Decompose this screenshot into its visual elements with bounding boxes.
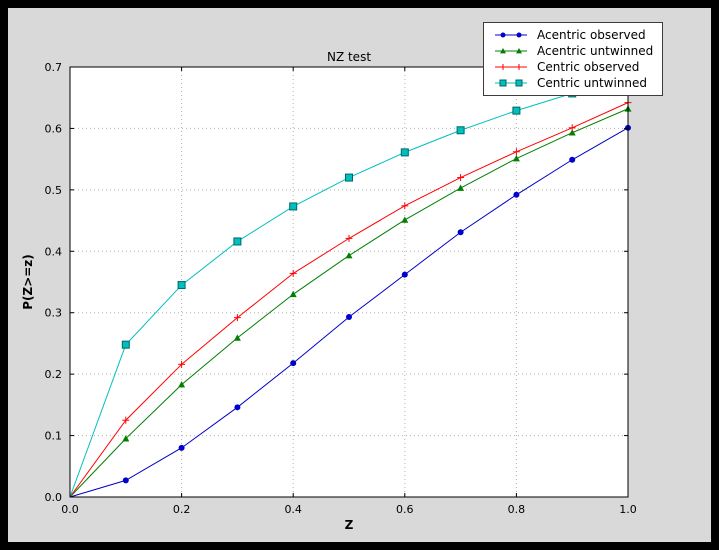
legend-label: Centric observed xyxy=(537,60,640,74)
legend-sample-centric-untwinned xyxy=(493,76,529,90)
svg-text:0.8: 0.8 xyxy=(508,503,526,516)
legend-sample-acentric-observed xyxy=(493,28,529,42)
gridlines xyxy=(70,66,629,497)
legend-label: Acentric untwinned xyxy=(537,44,654,58)
series-1 xyxy=(69,105,632,498)
legend-entry: Acentric untwinned xyxy=(493,44,653,58)
svg-text:0.5: 0.5 xyxy=(45,184,63,197)
legend-entry: Centric untwinned xyxy=(493,76,653,90)
plot-border xyxy=(69,66,629,498)
svg-text:0.2: 0.2 xyxy=(173,503,191,516)
svg-text:1.0: 1.0 xyxy=(619,503,637,516)
series-2 xyxy=(69,99,632,498)
legend-entry: Acentric observed xyxy=(493,28,653,42)
svg-text:0.0: 0.0 xyxy=(45,491,63,504)
svg-text:0.0: 0.0 xyxy=(61,503,79,516)
svg-text:0.3: 0.3 xyxy=(45,307,63,320)
svg-text:0.1: 0.1 xyxy=(45,430,63,443)
svg-text:0.4: 0.4 xyxy=(284,503,302,516)
plot-area xyxy=(70,67,628,497)
svg-text:0.6: 0.6 xyxy=(45,122,63,135)
legend-sample-centric-observed xyxy=(493,60,529,74)
legend-label: Acentric observed xyxy=(537,28,646,42)
y-axis-label: P(Z>=z) xyxy=(21,254,35,310)
legend-sample-acentric-untwinned xyxy=(493,44,529,58)
figure-window: 0.0 0.2 0.4 0.6 0.8 1.0 0.0 0.1 0.2 0.3 0.4 0.5 0.6 0… xyxy=(8,8,711,542)
chart-title: NZ test xyxy=(326,50,372,64)
svg-text:0.7: 0.7 xyxy=(45,61,63,74)
legend: Acentric observed Acentric untwinned Cen… xyxy=(483,22,664,96)
tick-labels: 0.0 0.2 0.4 0.6 0.8 1.0 0.0 0.1 0.2 0.3 0.4 0.5 0.6 0… xyxy=(45,61,637,516)
x-axis-label: Z xyxy=(344,518,354,532)
legend-label: Centric untwinned xyxy=(537,76,648,90)
svg-text:0.2: 0.2 xyxy=(45,368,63,381)
svg-text:0.6: 0.6 xyxy=(396,503,414,516)
plot-svg: 0.0 0.2 0.4 0.6 0.8 1.0 0.0 0.1 0.2 0.3 0.4 0.5 0.6 0… xyxy=(45,61,637,516)
series-0 xyxy=(69,124,631,498)
legend-entry: Centric observed xyxy=(493,60,653,74)
svg-text:0.4: 0.4 xyxy=(45,245,63,258)
